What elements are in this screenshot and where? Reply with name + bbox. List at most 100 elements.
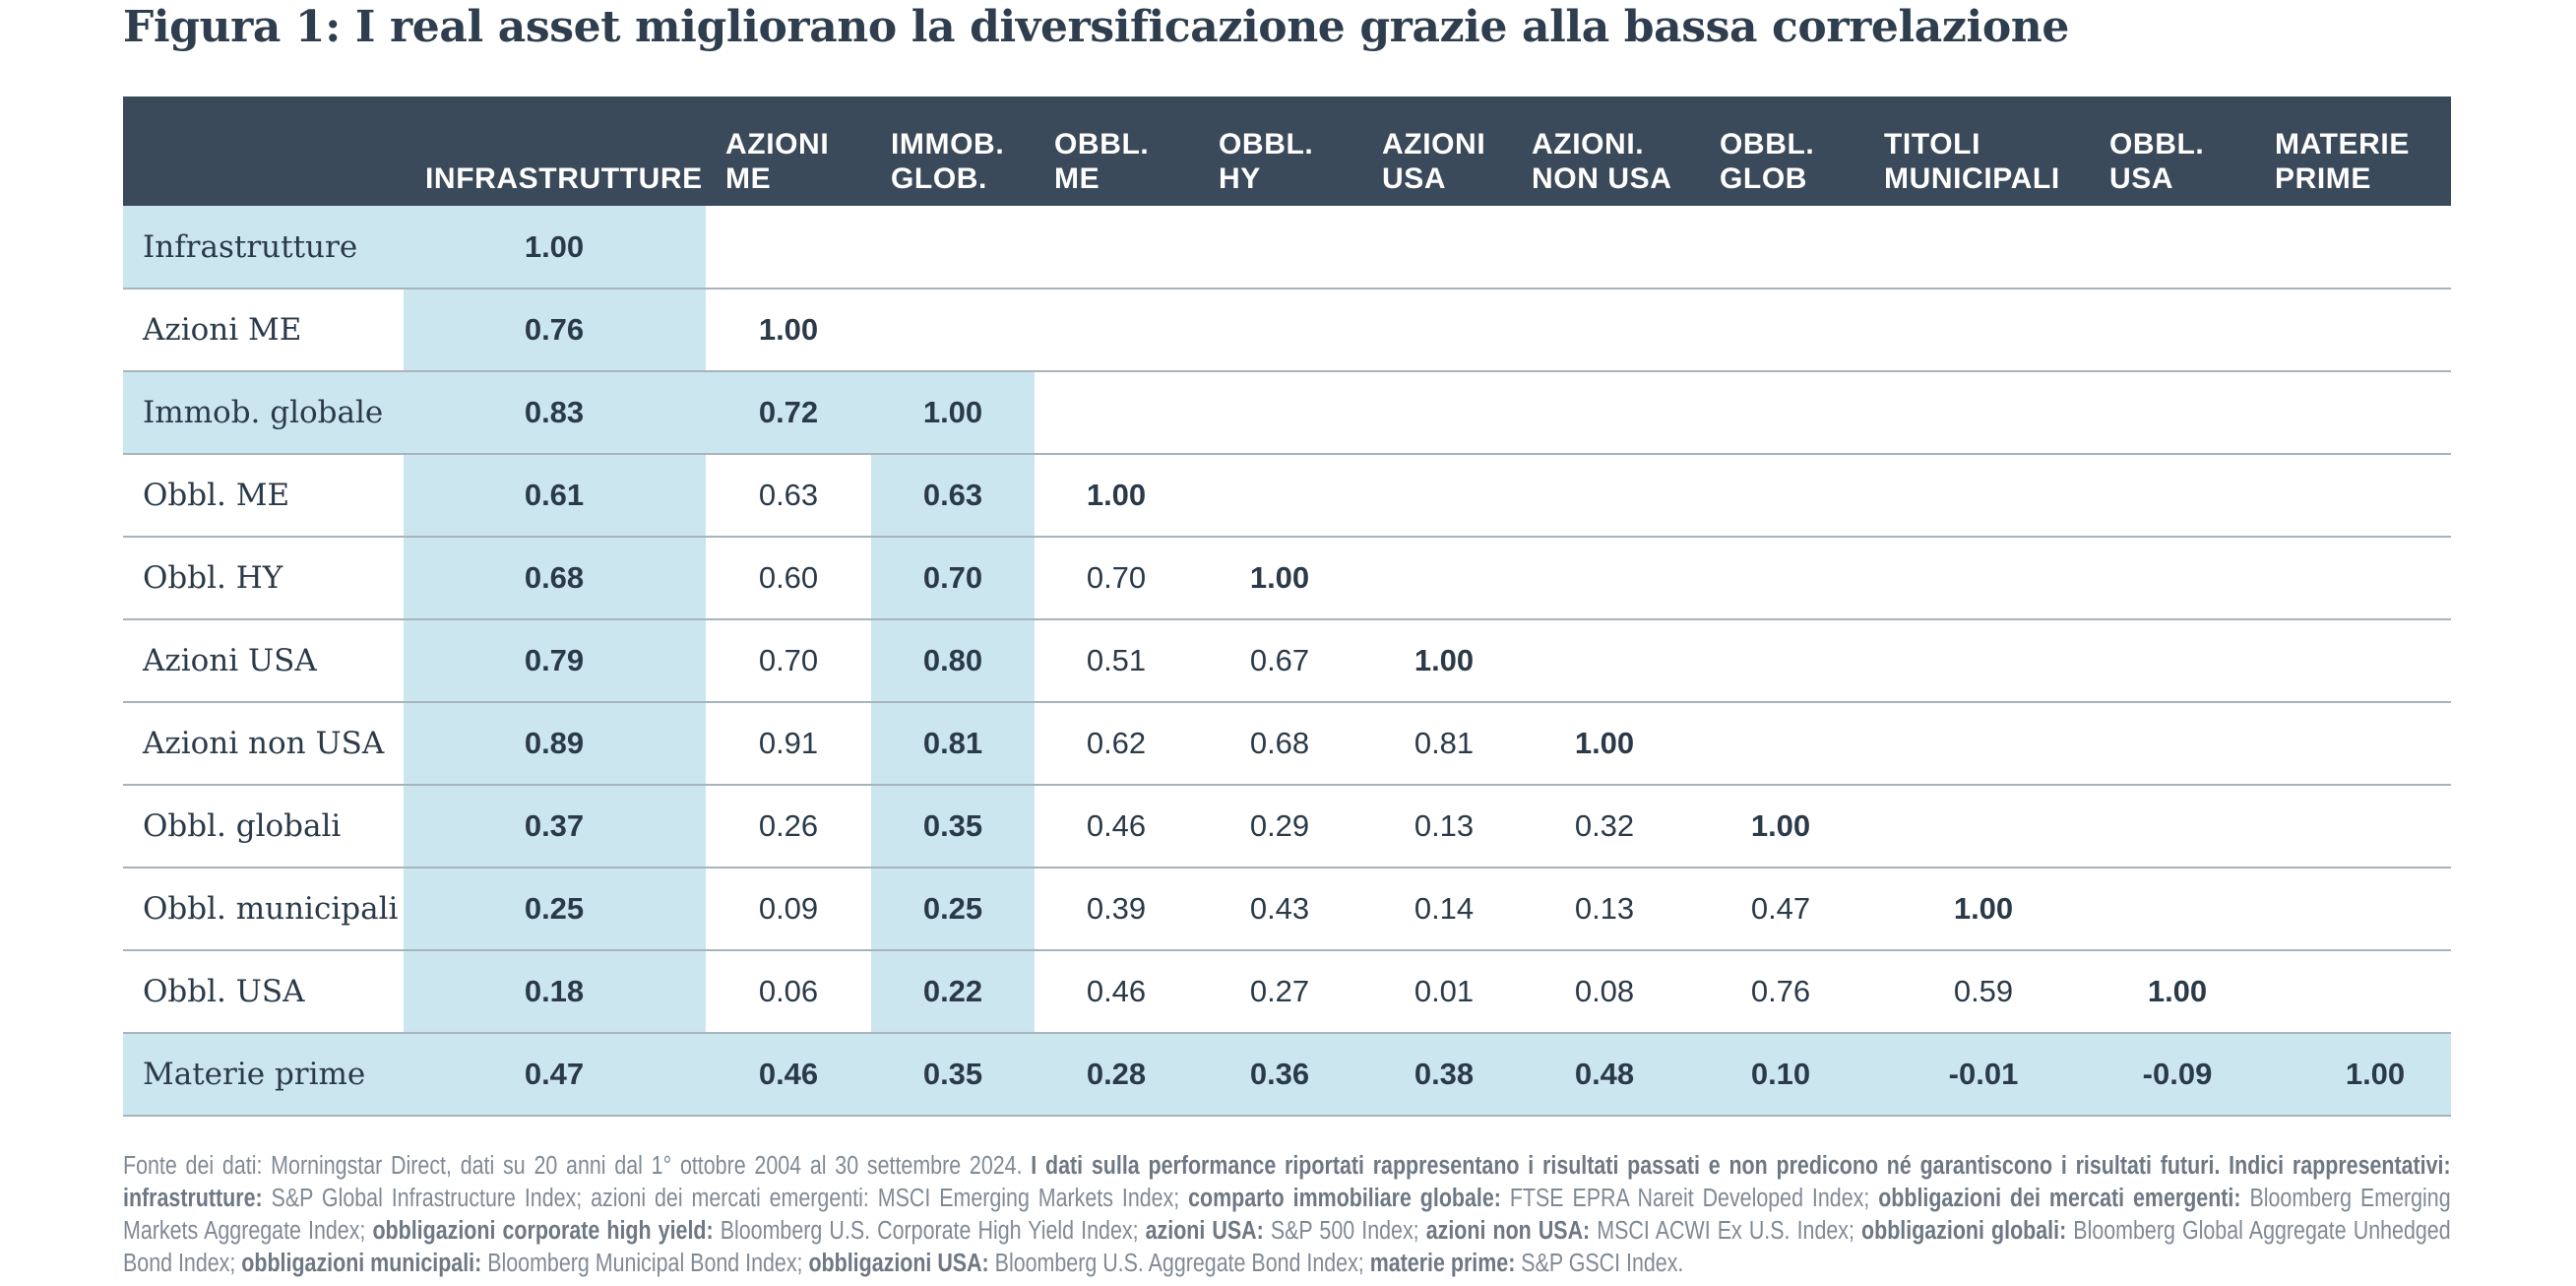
highlight-row	[123, 1033, 2451, 1116]
correlation-value: 0.89	[524, 726, 585, 760]
correlation-value: 1.00	[1574, 726, 1635, 760]
column-header-line: OBBL.	[1054, 128, 1150, 161]
column-header-line: MATERIE	[2275, 128, 2410, 161]
row-label: Obbl. HY	[143, 560, 283, 596]
column-header-line: USA	[2109, 162, 2174, 195]
column-header-line: OBBL.	[1219, 128, 1314, 161]
correlation-value: 0.76	[1750, 974, 1811, 1008]
row-label: Obbl. ME	[143, 478, 290, 513]
footnote-text: Bloomberg U.S. Aggregate Bond Index;	[988, 1250, 1370, 1277]
correlation-value: 0.70	[758, 643, 819, 677]
column-header-line: ME	[1054, 162, 1100, 195]
column-header-line: MUNICIPALI	[1884, 162, 2060, 195]
correlation-value: 0.60	[758, 560, 819, 595]
footnote-text: Bloomberg Emerging Markets Aggregate Ind…	[123, 1185, 2451, 1245]
column-header-line: PRIME	[2275, 162, 2372, 195]
footnote-bold-text: obbligazioni USA:	[808, 1250, 989, 1277]
row-label: Obbl. USA	[143, 974, 305, 1009]
correlation-value: 0.68	[524, 560, 585, 595]
row-divider	[123, 536, 2451, 538]
correlation-value: 0.29	[1249, 808, 1310, 843]
correlation-value: 0.91	[758, 726, 819, 760]
row-label: Infrastrutture	[143, 229, 358, 265]
correlation-value: 0.59	[1953, 974, 2014, 1008]
correlation-value: 0.81	[1414, 726, 1475, 760]
footnote-text: S&P GSCI Index.	[1515, 1250, 1684, 1277]
correlation-value: 0.35	[922, 1057, 983, 1091]
correlation-value: 0.10	[1750, 1057, 1811, 1091]
correlation-value: 0.39	[1086, 891, 1147, 926]
footnote-text: Bloomberg Global Aggregate Unhedged Bond…	[123, 1217, 2451, 1277]
column-header: AZIONI ME	[725, 96, 829, 206]
correlation-value: 0.63	[758, 478, 819, 512]
correlation-value: 0.46	[1086, 974, 1147, 1008]
column-header-line: ME	[725, 162, 772, 195]
column-header: OBBL. ME	[1054, 96, 1149, 206]
correlation-value: 0.01	[1414, 974, 1475, 1008]
correlation-value: 1.00	[1249, 560, 1310, 595]
row-label: Obbl. globali	[143, 808, 342, 844]
footnote-bold-text: obbligazioni dei mercati emergenti:	[1878, 1185, 2241, 1212]
column-header: AZIONI. NON USA	[1532, 96, 1672, 206]
correlation-value: 0.09	[758, 891, 819, 926]
correlation-value: 0.08	[1574, 974, 1635, 1008]
correlation-value: 0.26	[758, 808, 819, 843]
column-header-line: USA	[1382, 162, 1447, 195]
correlation-value: 0.61	[524, 478, 585, 512]
column-header-line: GLOB.	[891, 162, 987, 195]
row-divider	[123, 1032, 2451, 1034]
column-header: OBBL. HY	[1219, 96, 1313, 206]
correlation-value: 0.32	[1574, 808, 1635, 843]
column-header-line: INFRASTRUTTURE	[425, 162, 703, 195]
footnote: Fonte dei dati: Morningstar Direct, dati…	[123, 1150, 2451, 1280]
row-divider	[123, 618, 2451, 620]
correlation-value: 0.63	[922, 478, 983, 512]
footnote-bold-text: comparto immobiliare globale:	[1188, 1185, 1501, 1212]
correlation-value: -0.09	[2142, 1057, 2213, 1091]
correlation-value: 0.25	[524, 891, 585, 926]
footnote-bold-text: azioni USA:	[1145, 1217, 1264, 1245]
row-divider	[123, 288, 2451, 289]
correlation-value: 0.25	[922, 891, 983, 926]
correlation-value: 0.13	[1574, 891, 1635, 926]
footnote-text: S&P 500 Index;	[1263, 1217, 1426, 1245]
footnote-text: Bloomberg Municipal Bond Index;	[481, 1250, 809, 1277]
footnote-bold-text: obbligazioni municipali:	[241, 1250, 482, 1277]
footnote-text: Fonte dei dati: Morningstar Direct, dati…	[123, 1152, 1032, 1180]
correlation-value: 0.27	[1249, 974, 1310, 1008]
correlation-value: 0.37	[524, 808, 585, 843]
correlation-value: 0.38	[1414, 1057, 1475, 1091]
correlation-value: 0.22	[922, 974, 983, 1008]
row-label: Azioni ME	[143, 312, 302, 348]
correlation-value: 0.28	[1086, 1057, 1147, 1091]
column-header-line: HY	[1219, 162, 1261, 195]
row-label: Obbl. municipali	[143, 891, 399, 927]
correlation-value: 1.00	[1953, 891, 2014, 926]
correlation-value: -0.01	[1948, 1057, 2019, 1091]
column-header: AZIONI USA	[1382, 96, 1485, 206]
correlation-value: 1.00	[2147, 974, 2208, 1008]
column-header: IMMOB. GLOB.	[891, 96, 1004, 206]
correlation-value: 0.47	[524, 1057, 585, 1091]
row-divider	[123, 370, 2451, 372]
correlation-value: 0.80	[922, 643, 983, 677]
row-label: Materie prime	[143, 1057, 366, 1092]
correlation-value: 1.00	[1750, 808, 1811, 843]
correlation-value: 0.36	[1249, 1057, 1310, 1091]
correlation-value: 0.62	[1086, 726, 1147, 760]
correlation-value: 0.72	[758, 395, 819, 429]
footnote-bold-text: I dati sulla performance riportati rappr…	[123, 1152, 2451, 1212]
correlation-value: 0.43	[1249, 891, 1310, 926]
column-header-line: IMMOB.	[891, 128, 1005, 161]
column-header-line: AZIONI	[1382, 128, 1486, 161]
correlation-value: 0.81	[922, 726, 983, 760]
column-header: OBBL. GLOB	[1720, 96, 1814, 206]
row-label: Immob. globale	[143, 395, 384, 430]
footnote-bold-text: materie prime:	[1369, 1250, 1516, 1277]
row-divider	[123, 453, 2451, 455]
column-header-line: AZIONI.	[1532, 128, 1645, 161]
correlation-value: 0.18	[524, 974, 585, 1008]
row-divider	[123, 701, 2451, 703]
row-label: Azioni non USA	[143, 726, 385, 761]
row-divider	[123, 1115, 2451, 1117]
